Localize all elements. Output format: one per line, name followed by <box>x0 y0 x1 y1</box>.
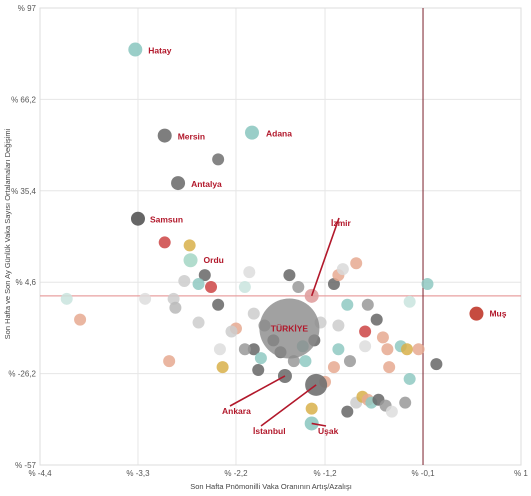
scatter-point <box>254 352 267 365</box>
plot-border <box>39 7 522 466</box>
scatter-point <box>376 331 389 344</box>
scatter-point <box>243 266 256 279</box>
scatter-point <box>359 340 372 353</box>
label-leader-line <box>311 422 327 427</box>
scatter-point <box>192 277 205 290</box>
labeled-scatter-point <box>157 128 172 143</box>
scatter-point <box>361 298 374 311</box>
scatter-point <box>158 236 171 249</box>
scatter-point <box>169 301 182 314</box>
y-tick-label: % 4,6 <box>16 278 37 287</box>
scatter-point <box>192 316 205 329</box>
labeled-scatter-point <box>171 176 186 191</box>
label-leader-line <box>229 375 286 407</box>
x-tick-label: % -1,2 <box>313 469 337 478</box>
labeled-scatter-point <box>183 253 198 268</box>
point-label: TÜRKİYE <box>271 323 309 333</box>
point-label: İzmir <box>331 218 352 228</box>
x-tick-label: % -2,2 <box>224 469 248 478</box>
scatter-point <box>163 355 176 368</box>
scatter-point <box>412 343 425 356</box>
scatter-point <box>332 343 345 356</box>
y-tick-label: % -57 <box>15 461 36 470</box>
x-tick-label: % -3,3 <box>126 469 150 478</box>
scatter-point <box>212 298 225 311</box>
scatter-point <box>336 263 349 276</box>
scatter-point <box>430 358 443 371</box>
scatter-point <box>370 313 383 326</box>
scatter-point <box>359 325 372 338</box>
scatter-point <box>225 325 238 338</box>
scatter-point <box>305 402 318 415</box>
labeled-scatter-point <box>244 125 259 140</box>
label-leaders <box>229 217 340 427</box>
point-label: Samsun <box>150 215 183 225</box>
scatter-point <box>213 343 226 356</box>
y-tick-label: % 66,2 <box>11 95 36 104</box>
grid-lines <box>39 7 522 466</box>
scatter-point <box>139 292 152 305</box>
scatter-point <box>403 372 416 385</box>
scatter-point <box>381 343 394 356</box>
scatter-point <box>178 275 191 288</box>
scatter-point <box>247 343 260 356</box>
labeled-scatter-point <box>469 306 484 321</box>
y-tick-label: % 97 <box>18 4 37 13</box>
x-axis-title: Son Hafta Pnömonilli Vaka Oranının Artış… <box>190 482 352 491</box>
scatter-point <box>421 277 434 290</box>
point-label: Antalya <box>191 179 222 189</box>
scatter-point <box>238 343 251 356</box>
point-label: Mersin <box>178 132 205 142</box>
labeled-scatter-point <box>128 42 143 57</box>
scatter-point <box>327 277 340 290</box>
label-leader-line <box>310 217 340 297</box>
point-label: Adana <box>266 129 292 139</box>
scatter-point <box>403 295 416 308</box>
scatter-point <box>343 355 356 368</box>
data-points <box>60 42 484 431</box>
scatter-point <box>341 298 354 311</box>
labeled-scatter-point <box>259 298 320 359</box>
scatter-point <box>238 280 251 293</box>
scatter-point <box>341 405 354 418</box>
scatter-point <box>327 361 340 374</box>
scatter-point <box>212 153 225 166</box>
x-tick-label: % 1 <box>514 469 528 478</box>
scatter-point <box>399 396 412 409</box>
labeled-scatter-point <box>130 211 145 226</box>
point-label: İstanbul <box>253 426 286 436</box>
scatter-point <box>385 405 398 418</box>
scatter-point <box>350 257 363 270</box>
point-label: Ordu <box>204 255 224 265</box>
scatter-point <box>292 280 305 293</box>
scatter-point <box>332 319 345 332</box>
scatter-point <box>252 364 265 377</box>
scatter-point <box>283 269 296 282</box>
point-label: Muş <box>489 309 506 319</box>
reference-lines <box>40 8 521 465</box>
scatter-point <box>383 361 396 374</box>
label-leader-line <box>260 384 317 427</box>
axis-ticks: % -4,4 % -3,3 % -2,2 % -1,2 % -0,1 % 1 % 97 % 6… <box>8 4 528 478</box>
x-tick-label: % -4,4 <box>28 469 52 478</box>
scatter-point <box>299 355 312 368</box>
y-tick-label: % -26,2 <box>8 370 36 379</box>
y-axis-title: Son Hafta ve Son Ay Günlük Vaka Sayısı O… <box>3 128 12 339</box>
scatter-point <box>247 307 260 320</box>
scatter-point <box>167 292 180 305</box>
y-tick-label: % 35,4 <box>11 187 36 196</box>
scatter-point <box>60 292 73 305</box>
point-label: Ankara <box>222 406 251 416</box>
scatter-point <box>400 343 413 356</box>
scatter-point <box>183 239 196 252</box>
point-label: Uşak <box>318 426 339 436</box>
point-labels: Hatay Mersin Adana Antalya Samsun Ordu Muş TÜRK… <box>148 46 506 436</box>
scatter-point <box>216 361 229 374</box>
scatter-point <box>205 280 218 293</box>
x-tick-label: % -0,1 <box>411 469 435 478</box>
scatter-point <box>74 313 87 326</box>
point-label: Hatay <box>148 46 171 56</box>
scatter-point <box>198 269 211 282</box>
